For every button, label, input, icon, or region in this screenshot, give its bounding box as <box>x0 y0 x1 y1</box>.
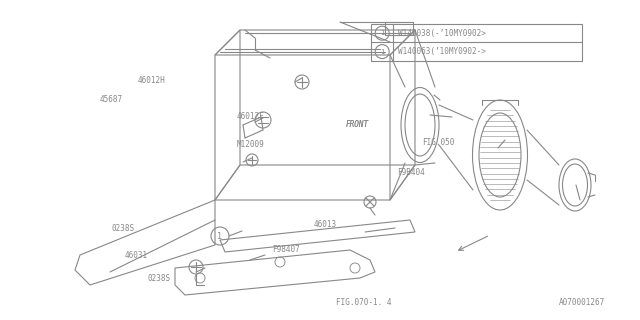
Text: A070001267: A070001267 <box>559 298 605 307</box>
Text: F9B404: F9B404 <box>397 168 424 177</box>
Text: 0238S: 0238S <box>112 224 135 233</box>
Text: 1: 1 <box>380 30 385 36</box>
Text: FIG.070-1. 4: FIG.070-1. 4 <box>336 298 392 307</box>
Text: 46031: 46031 <box>125 252 148 260</box>
Text: FIG.050: FIG.050 <box>422 138 455 147</box>
Text: 45687: 45687 <box>99 95 122 104</box>
Text: 1: 1 <box>380 49 385 55</box>
Text: 0238S: 0238S <box>147 274 170 283</box>
Text: 46013: 46013 <box>314 220 337 228</box>
Text: 1: 1 <box>218 231 223 241</box>
Text: W140038(-’10MY0902>: W140038(-’10MY0902> <box>398 29 486 38</box>
Text: M12009: M12009 <box>237 140 264 148</box>
Text: 46012H: 46012H <box>138 76 165 84</box>
Text: 46012F: 46012F <box>237 112 264 121</box>
Text: W140063(’10MY0902->: W140063(’10MY0902-> <box>398 47 486 56</box>
Text: FRONT: FRONT <box>346 120 369 129</box>
Text: FRONT: FRONT <box>346 120 369 129</box>
Text: F98407: F98407 <box>272 245 300 254</box>
